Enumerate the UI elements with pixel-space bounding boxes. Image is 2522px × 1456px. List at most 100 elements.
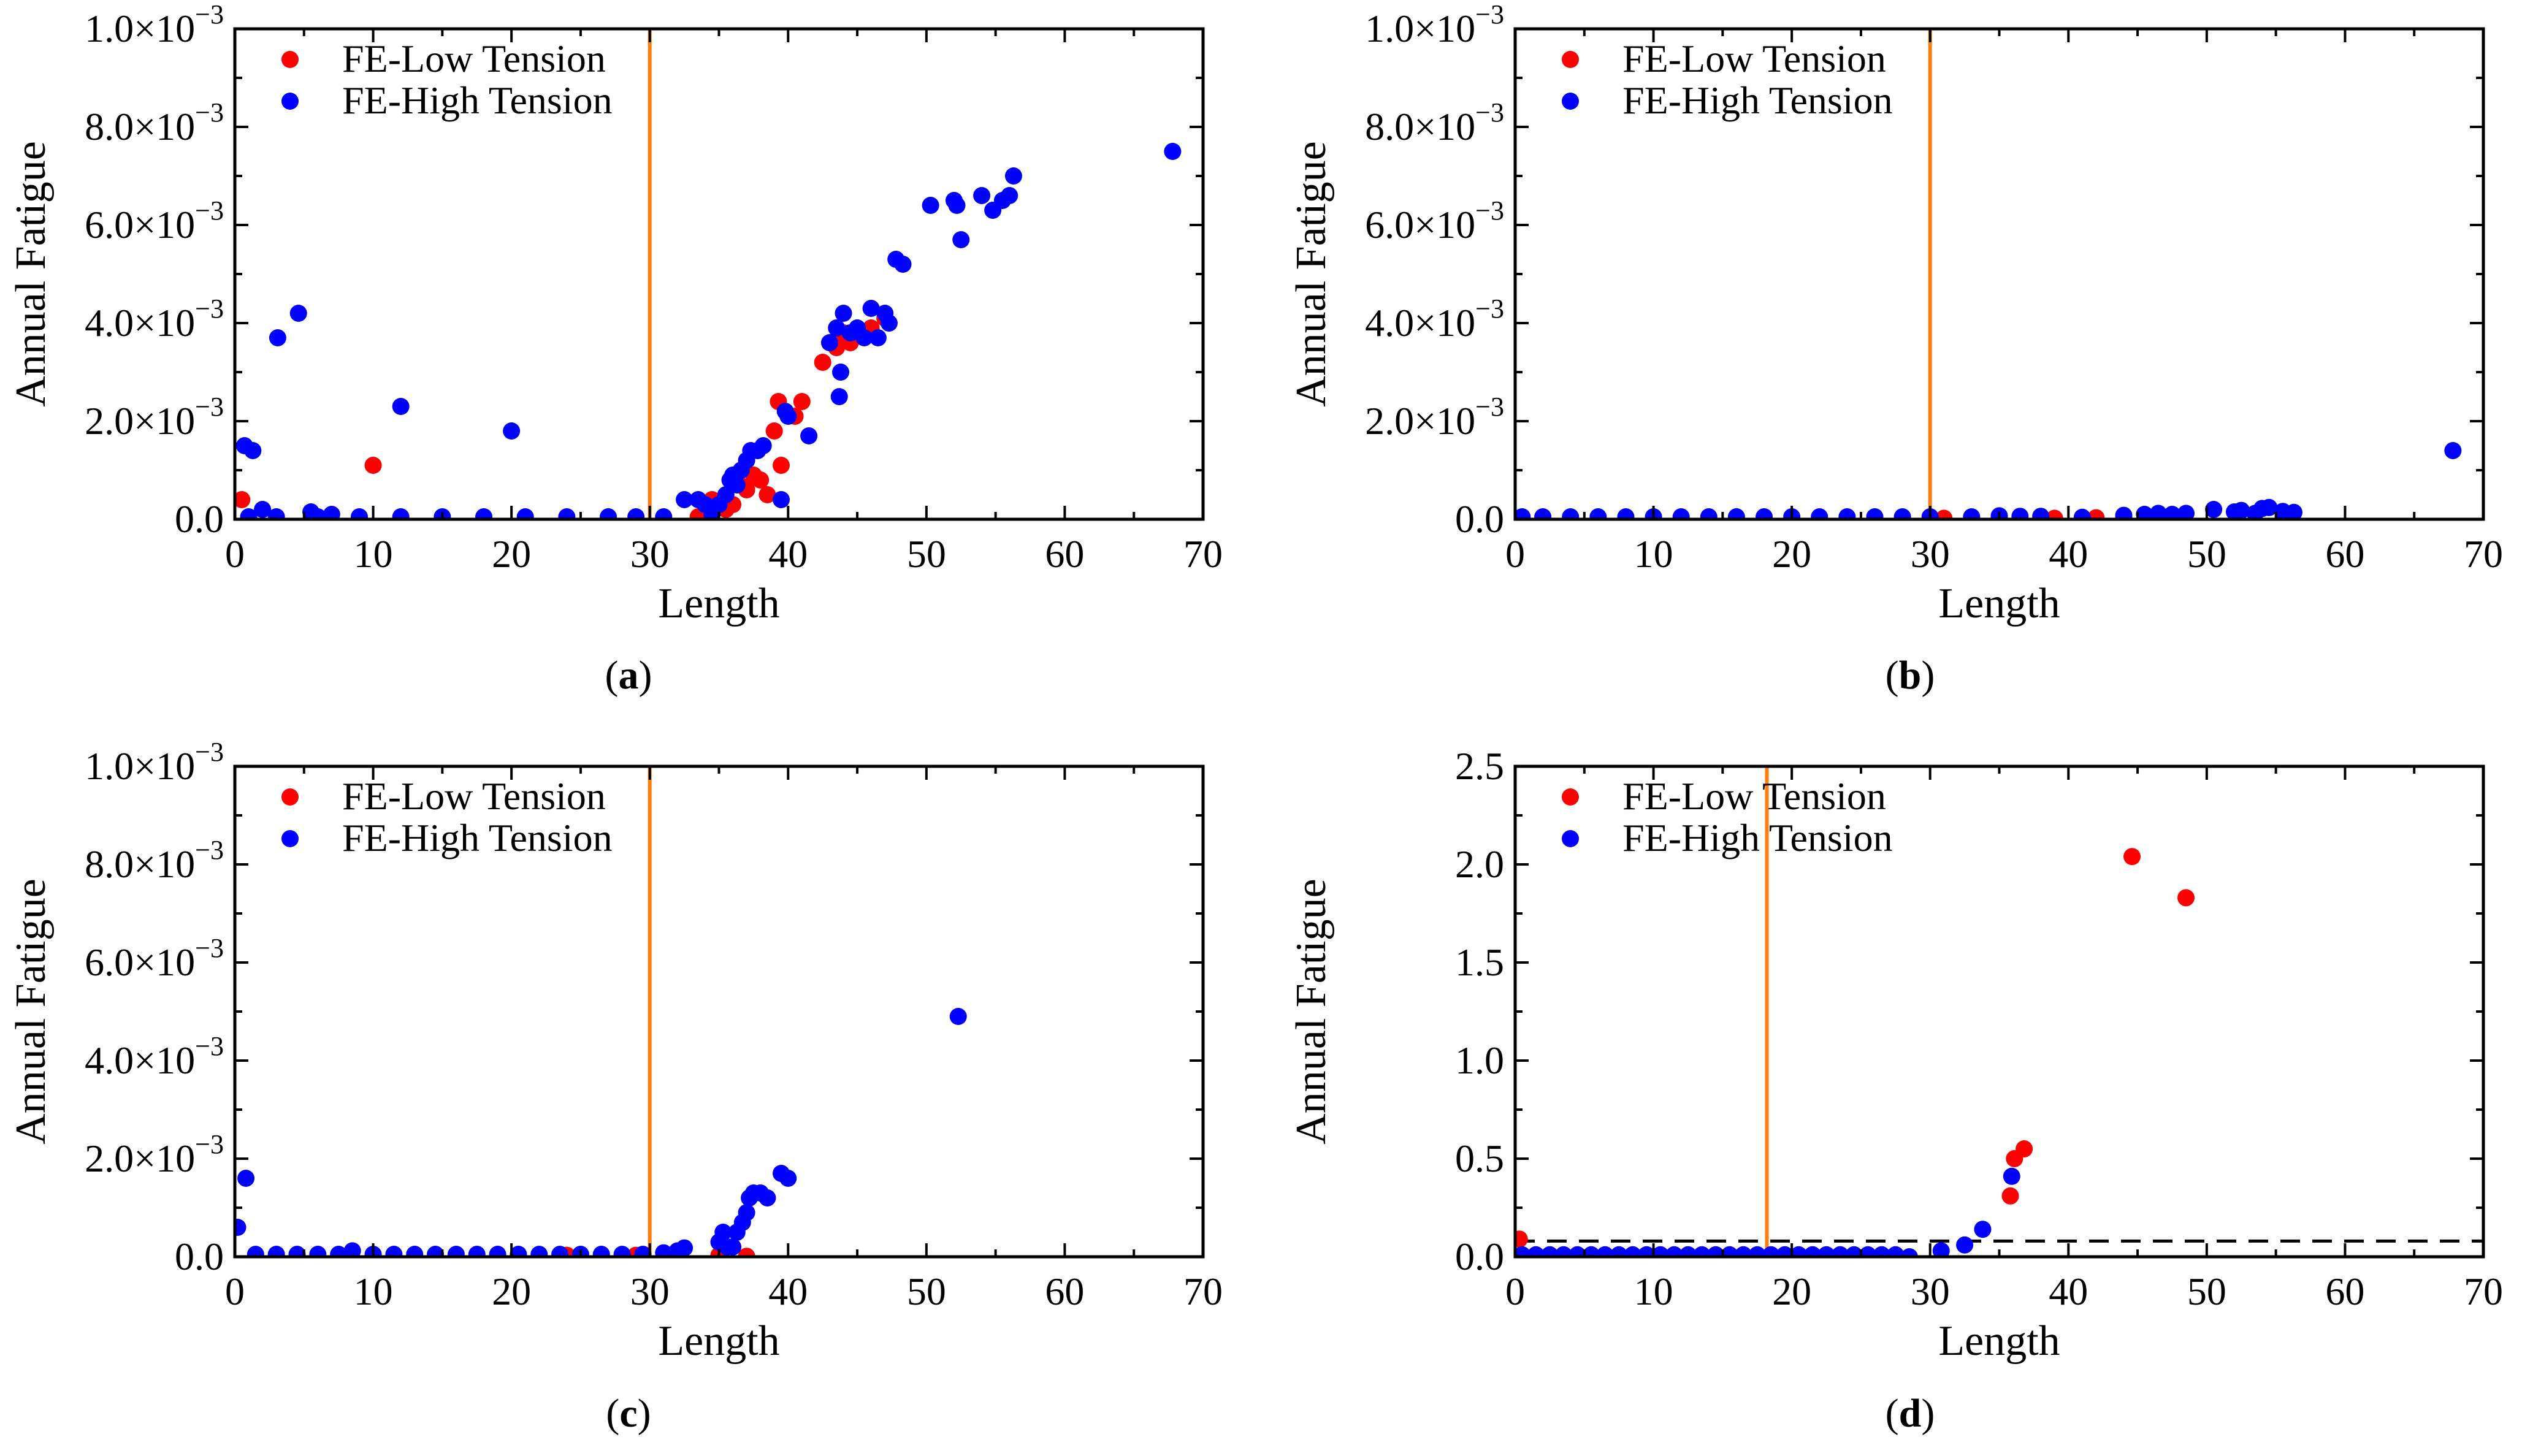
point-low-tension: [752, 471, 770, 489]
y-tick-label: 8.0×10−3: [1365, 97, 1504, 148]
x-axis-label: Length: [658, 580, 779, 627]
x-tick-label: 70: [2464, 1270, 2503, 1313]
y-tick-label: 0.0: [175, 497, 224, 541]
point-high-tension: [728, 476, 746, 494]
point-high-tension: [237, 1170, 255, 1187]
point-high-tension: [2136, 506, 2153, 519]
y-axis-label: Annual Fatigue: [7, 879, 55, 1145]
panel-caption: (a): [605, 653, 652, 698]
point-high-tension: [759, 1189, 776, 1206]
point-high-tension: [820, 334, 838, 351]
point-high-tension: [1610, 1246, 1628, 1257]
point-high-tension: [309, 1246, 327, 1257]
x-tick-label: 50: [907, 532, 946, 576]
point-high-tension: [246, 1246, 264, 1257]
y-tick-label: 2.0×10−3: [85, 1129, 224, 1180]
legend-label-low: FE-Low Tension: [342, 37, 606, 80]
point-high-tension: [516, 508, 534, 519]
point-high-tension: [894, 256, 912, 273]
legend-label-high: FE-High Tension: [1622, 816, 1893, 859]
point-high-tension: [948, 197, 966, 214]
point-high-tension: [1527, 1246, 1545, 1257]
point-high-tension: [288, 1246, 306, 1257]
point-high-tension: [1569, 1246, 1586, 1257]
point-high-tension: [1617, 508, 1635, 519]
point-high-tension: [1900, 1248, 1918, 1257]
y-tick-label: 2.0×10−3: [1365, 392, 1504, 443]
point-high-tension: [828, 319, 846, 337]
point-high-tension: [1873, 1246, 1890, 1257]
chart-panel-d: 0 10 20 30 40 50 60 70 0.0 0.5 1.0 1.5 2.0 2.5 Length A…: [1288, 744, 2503, 1436]
chart-panel-a: 0 10 20 30 40 50 60 70 0.0 2.0×10−3 4.0×10−3 6.0×10…: [7, 0, 1223, 698]
legend-marker-low: [1562, 51, 1579, 68]
point-high-tension: [489, 1246, 506, 1257]
point-high-tension: [240, 508, 258, 519]
point-high-tension: [2205, 501, 2223, 518]
point-high-tension: [475, 508, 493, 519]
y-axis-label: Annual Fatigue: [1288, 879, 1335, 1145]
point-high-tension: [600, 508, 617, 519]
point-high-tension: [830, 388, 848, 405]
point-high-tension: [351, 508, 369, 519]
x-tick-label: 40: [768, 532, 808, 576]
point-low-tension: [1515, 1230, 1528, 1248]
y-tick-label: 4.0×10−3: [85, 294, 224, 345]
point-high-tension: [655, 1244, 673, 1257]
x-tick-label: 40: [2049, 1270, 2088, 1313]
legend-label-high: FE-High Tension: [342, 78, 613, 122]
point-high-tension: [592, 1246, 610, 1257]
legend-marker-high: [281, 830, 299, 847]
point-high-tension: [1562, 508, 1580, 519]
point-high-tension: [427, 1246, 445, 1257]
point-high-tension: [773, 491, 790, 508]
point-high-tension: [530, 1246, 548, 1257]
point-high-tension: [869, 329, 887, 346]
point-high-tension: [1624, 1246, 1641, 1257]
point-low-tension: [793, 393, 811, 410]
x-tick-label: 70: [2464, 532, 2503, 576]
point-high-tension: [1638, 1246, 1656, 1257]
x-tick-label: 20: [492, 532, 531, 576]
point-high-tension: [1845, 1246, 1863, 1257]
x-tick-label: 30: [1911, 1270, 1950, 1313]
x-tick-label: 70: [1183, 532, 1223, 576]
point-high-tension: [634, 1246, 652, 1257]
point-high-tension: [269, 329, 286, 346]
point-low-tension: [759, 486, 776, 503]
point-high-tension: [1651, 1246, 1669, 1257]
point-high-tension: [714, 1224, 732, 1241]
legend-marker-high: [1562, 830, 1579, 847]
point-high-tension: [1790, 1246, 1808, 1257]
point-high-tension: [1956, 1236, 1974, 1254]
y-tick-label: 2.0: [1455, 842, 1504, 886]
point-high-tension: [1832, 1246, 1849, 1257]
y-tick-label: 1.0×10−3: [85, 737, 224, 788]
y-tick-label: 1.5: [1455, 940, 1504, 984]
point-high-tension: [1735, 1246, 1752, 1257]
legend-label-high: FE-High Tension: [1622, 78, 1893, 122]
plot-area: [235, 29, 1182, 519]
point-high-tension: [1001, 187, 1018, 204]
x-tick-label: 20: [1772, 532, 1811, 576]
point-high-tension: [2444, 442, 2462, 459]
point-high-tension: [447, 1246, 465, 1257]
point-high-tension: [1589, 508, 1607, 519]
point-high-tension: [1721, 1246, 1738, 1257]
point-high-tension: [1583, 1246, 1600, 1257]
point-high-tension: [1541, 1246, 1559, 1257]
x-tick-label: 20: [492, 1270, 531, 1313]
chart-panel-b: 0 10 20 30 40 50 60 70 0.0 2.0×10−3 4.0×10−3 6.0×10…: [1288, 0, 2503, 698]
point-high-tension: [343, 1242, 361, 1257]
point-high-tension: [2011, 508, 2029, 519]
x-tick-label: 10: [354, 532, 393, 576]
legend-marker-low: [281, 51, 299, 68]
x-tick-label: 50: [907, 1270, 946, 1313]
point-high-tension: [724, 1238, 742, 1256]
point-high-tension: [267, 508, 285, 519]
point-high-tension: [2177, 505, 2195, 519]
legend-marker-low: [1562, 788, 1579, 806]
point-high-tension: [676, 1239, 694, 1257]
x-tick-label: 0: [1505, 1270, 1525, 1313]
point-low-tension: [2016, 1140, 2033, 1157]
